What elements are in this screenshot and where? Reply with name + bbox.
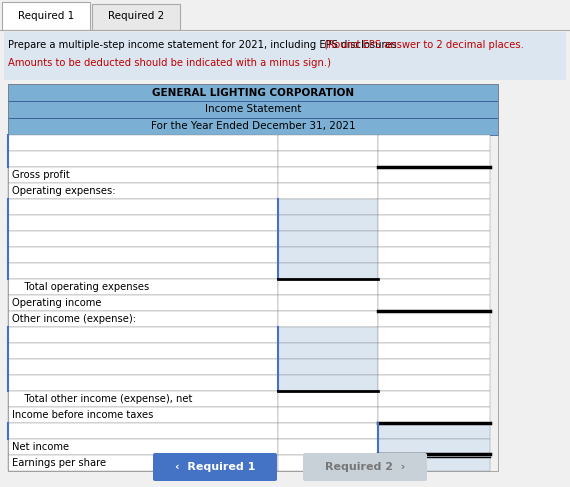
Text: ‹  Required 1: ‹ Required 1 bbox=[175, 462, 255, 472]
Bar bbox=[8, 199, 278, 215]
Text: For the Year Ended December 31, 2021: For the Year Ended December 31, 2021 bbox=[150, 121, 355, 131]
Text: Other income (expense):: Other income (expense): bbox=[12, 314, 136, 324]
Bar bbox=[278, 135, 378, 151]
Bar bbox=[278, 423, 378, 439]
Bar bbox=[8, 343, 278, 359]
Bar bbox=[378, 183, 490, 199]
Bar bbox=[8, 101, 498, 118]
Bar bbox=[8, 455, 278, 471]
Text: Income Statement: Income Statement bbox=[205, 105, 301, 114]
Bar bbox=[378, 151, 490, 167]
Bar bbox=[8, 215, 278, 231]
Text: (Round EPS answer to 2 decimal places.: (Round EPS answer to 2 decimal places. bbox=[324, 40, 524, 50]
Bar bbox=[8, 279, 278, 295]
Bar bbox=[278, 359, 378, 375]
Bar bbox=[378, 311, 490, 327]
Bar bbox=[8, 84, 498, 471]
Bar bbox=[278, 263, 378, 279]
Bar bbox=[378, 215, 490, 231]
Bar bbox=[378, 359, 490, 375]
Bar bbox=[378, 199, 490, 215]
Bar bbox=[8, 375, 278, 391]
Bar bbox=[2, 2, 90, 30]
Bar bbox=[378, 167, 490, 183]
Bar bbox=[378, 455, 490, 471]
Bar bbox=[8, 423, 278, 439]
Bar bbox=[378, 439, 490, 455]
Bar bbox=[8, 151, 278, 167]
Bar bbox=[8, 247, 278, 263]
Bar bbox=[378, 279, 490, 295]
Bar bbox=[8, 118, 498, 135]
Bar bbox=[278, 279, 378, 295]
Bar bbox=[378, 231, 490, 247]
Bar bbox=[8, 311, 278, 327]
Text: Operating expenses:: Operating expenses: bbox=[12, 186, 116, 196]
Text: Total other income (expense), net: Total other income (expense), net bbox=[12, 394, 193, 404]
Bar bbox=[378, 391, 490, 407]
Bar bbox=[278, 199, 378, 215]
Bar bbox=[8, 439, 278, 455]
Bar bbox=[8, 263, 278, 279]
Bar bbox=[8, 391, 278, 407]
Bar bbox=[278, 391, 378, 407]
Bar bbox=[8, 359, 278, 375]
Text: Required 2: Required 2 bbox=[108, 11, 164, 21]
Bar bbox=[378, 423, 490, 439]
Text: Net income: Net income bbox=[12, 442, 69, 452]
Bar bbox=[278, 167, 378, 183]
FancyBboxPatch shape bbox=[153, 453, 277, 481]
Bar bbox=[278, 439, 378, 455]
Bar bbox=[278, 215, 378, 231]
Bar bbox=[8, 327, 278, 343]
Bar bbox=[378, 343, 490, 359]
Bar bbox=[278, 311, 378, 327]
Bar bbox=[155, 455, 275, 479]
Bar bbox=[378, 247, 490, 263]
Text: Amounts to be deducted should be indicated with a minus sign.): Amounts to be deducted should be indicat… bbox=[8, 58, 331, 68]
Bar bbox=[278, 231, 378, 247]
Bar bbox=[8, 183, 278, 199]
Bar bbox=[278, 295, 378, 311]
Text: Earnings per share: Earnings per share bbox=[12, 458, 106, 468]
Bar bbox=[378, 295, 490, 311]
Bar bbox=[8, 407, 278, 423]
Text: Income before income taxes: Income before income taxes bbox=[12, 410, 153, 420]
Bar bbox=[278, 183, 378, 199]
Text: Required 2  ›: Required 2 › bbox=[325, 462, 405, 472]
Bar bbox=[278, 375, 378, 391]
Bar bbox=[378, 375, 490, 391]
Bar bbox=[4, 32, 566, 80]
Bar bbox=[278, 407, 378, 423]
Bar bbox=[378, 263, 490, 279]
Text: Total operating expenses: Total operating expenses bbox=[12, 282, 149, 292]
Bar bbox=[278, 327, 378, 343]
Bar bbox=[278, 151, 378, 167]
Bar bbox=[8, 295, 278, 311]
Bar bbox=[378, 327, 490, 343]
Bar bbox=[278, 455, 378, 471]
FancyBboxPatch shape bbox=[303, 453, 427, 481]
Bar bbox=[8, 231, 278, 247]
Bar bbox=[278, 343, 378, 359]
Bar bbox=[278, 247, 378, 263]
Text: Gross profit: Gross profit bbox=[12, 170, 70, 180]
Bar bbox=[378, 407, 490, 423]
Bar bbox=[8, 167, 278, 183]
Text: Required 1: Required 1 bbox=[18, 11, 74, 21]
Text: Prepare a multiple-step income statement for 2021, including EPS disclosures.: Prepare a multiple-step income statement… bbox=[8, 40, 403, 50]
Bar bbox=[8, 135, 278, 151]
Text: GENERAL LIGHTING CORPORATION: GENERAL LIGHTING CORPORATION bbox=[152, 88, 354, 97]
Bar bbox=[8, 84, 498, 101]
Text: Operating income: Operating income bbox=[12, 298, 101, 308]
Bar bbox=[378, 135, 490, 151]
Bar bbox=[92, 4, 180, 30]
